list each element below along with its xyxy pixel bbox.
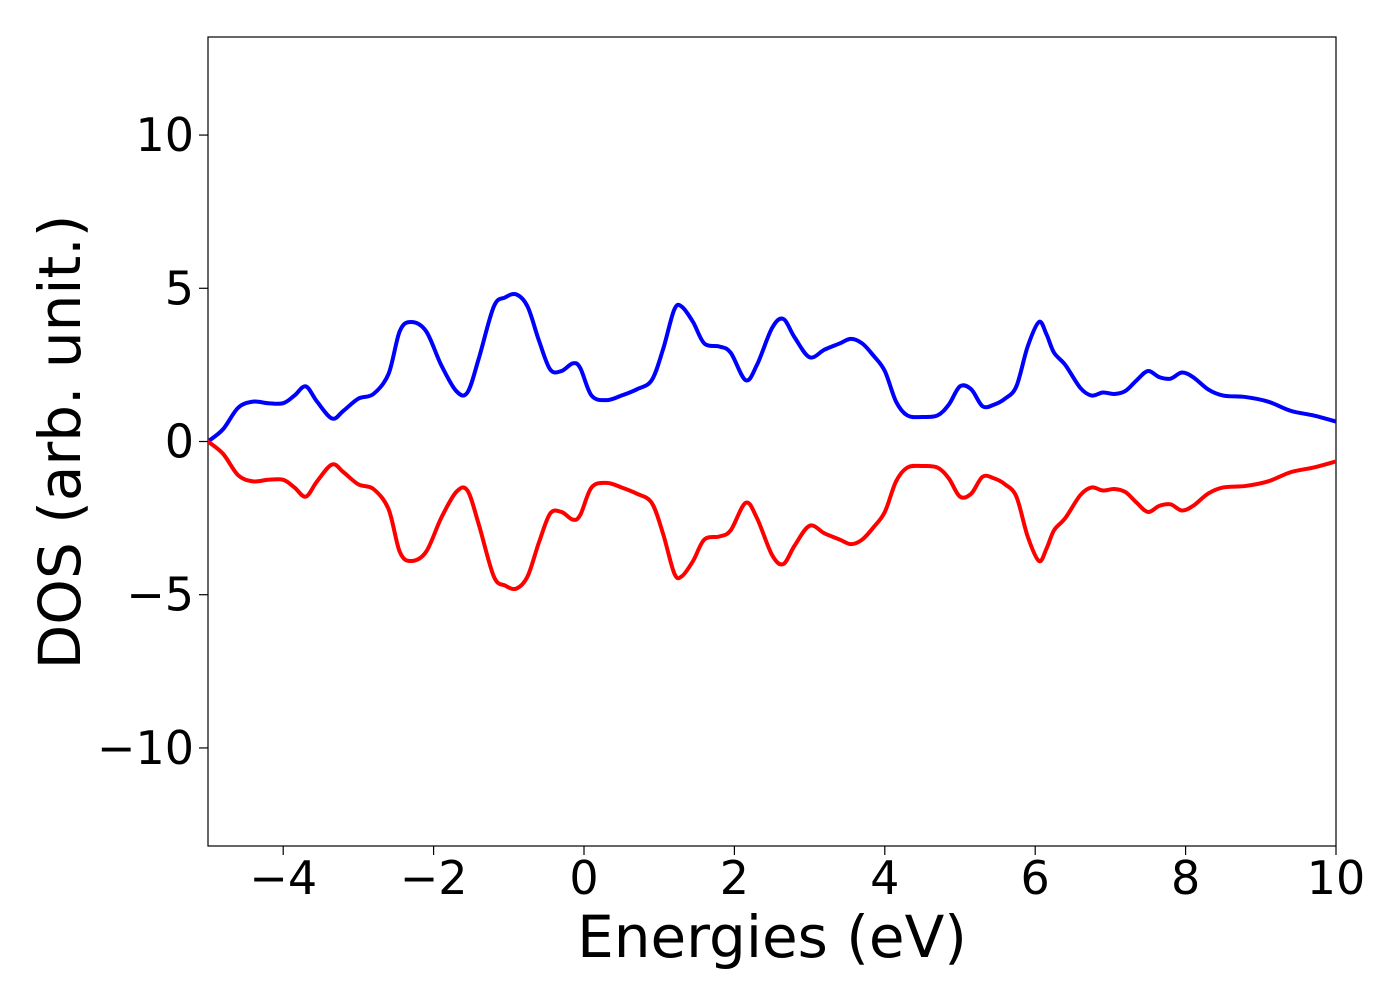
y-axis-ticks: −10 −5 0 5 10: [97, 108, 208, 775]
y-tick-label: 5: [165, 261, 194, 315]
x-tick-label: 2: [720, 851, 749, 905]
dos-spin-up-line: [208, 291, 1336, 444]
y-tick-label: 10: [135, 108, 194, 162]
x-tick-label: −2: [400, 851, 468, 905]
plot-area: [207, 36, 1337, 847]
x-tick-label: 4: [870, 851, 899, 905]
x-tick-label: 6: [1021, 851, 1050, 905]
x-tick-label: 8: [1171, 851, 1200, 905]
x-tick-label: 0: [569, 851, 598, 905]
y-tick-label: 0: [165, 415, 194, 469]
x-axis-label: Energies (eV): [577, 903, 967, 971]
x-tick-label: −4: [249, 851, 317, 905]
y-tick-label: −5: [126, 568, 194, 622]
x-axis-ticks: −4 −2 0 2 4 6 8 10: [249, 846, 1365, 905]
series-layer: [208, 291, 1336, 592]
x-tick-label: 10: [1307, 851, 1366, 905]
dos-spin-down-line: [208, 439, 1336, 592]
y-tick-label: −10: [97, 721, 194, 775]
plot-frame: [207, 36, 1337, 847]
y-axis-label: DOS (arb. unit.): [26, 215, 94, 670]
